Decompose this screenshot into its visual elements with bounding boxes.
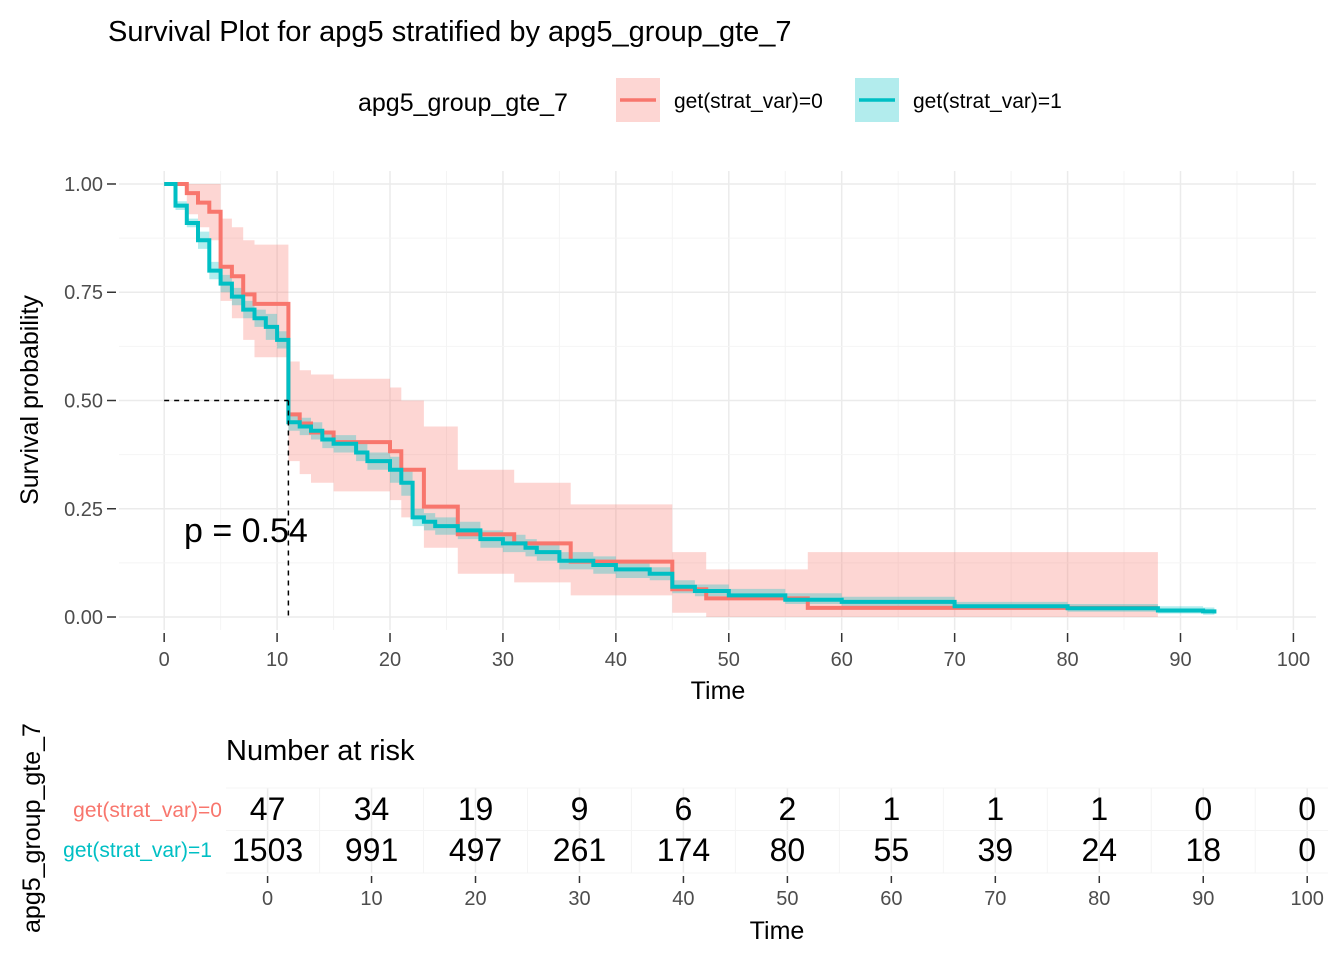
- risk-table-x-label: Time: [750, 917, 805, 945]
- risk-table-x-ticks: 0 10 20 30 40 50 60 70 80 90 100: [262, 876, 1324, 910]
- risk-x-tick-label: 40: [672, 888, 694, 910]
- y-axis-label: Survival probability: [16, 295, 44, 505]
- x-tick-label: 0: [159, 649, 170, 671]
- risk-value: 0: [1194, 791, 1212, 827]
- risk-value: 39: [978, 832, 1014, 868]
- risk-value: 80: [770, 832, 806, 868]
- risk-value: 497: [449, 832, 502, 868]
- risk-row-label-group0: get(strat_var)=0: [73, 799, 222, 822]
- legend-label-group1: get(strat_var)=1: [913, 90, 1062, 113]
- risk-value: 0: [1298, 791, 1316, 827]
- risk-value: 2: [778, 791, 796, 827]
- x-tick-label: 40: [605, 649, 627, 671]
- risk-row-label-group1: get(strat_var)=1: [63, 839, 212, 862]
- x-tick-label: 70: [944, 649, 966, 671]
- risk-value: 1: [1090, 791, 1108, 827]
- y-tick-label: 0.25: [64, 499, 103, 521]
- risk-x-tick-label: 50: [776, 888, 798, 910]
- risk-value: 1: [986, 791, 1004, 827]
- x-tick-label: 30: [492, 649, 514, 671]
- legend: apg5_group_gte_7 get(strat_var)=0 get(st…: [358, 78, 1062, 122]
- survival-curves: [164, 182, 1217, 614]
- risk-table-gridlines: [226, 787, 1328, 874]
- y-axis-ticks: 0.00 0.25 0.50 0.75 1.00: [64, 174, 116, 629]
- legend-title: apg5_group_gte_7: [358, 89, 568, 117]
- risk-value: 55: [874, 832, 910, 868]
- x-tick-label: 100: [1277, 649, 1310, 671]
- x-tick-label: 10: [266, 649, 288, 671]
- risk-value: 1: [882, 791, 900, 827]
- risk-x-tick-label: 60: [880, 888, 902, 910]
- x-tick-label: 50: [718, 649, 740, 671]
- risk-value: 24: [1081, 832, 1117, 868]
- plot-gridlines: [119, 171, 1316, 630]
- median-survival-lines: [164, 399, 290, 618]
- survival-curve-1: [164, 182, 1217, 614]
- risk-x-tick-label: 10: [360, 888, 382, 910]
- risk-value: 991: [345, 832, 398, 868]
- risk-x-tick-label: 100: [1291, 888, 1324, 910]
- x-tick-label: 60: [831, 649, 853, 671]
- risk-x-tick-label: 0: [262, 888, 273, 910]
- risk-value: 34: [354, 791, 390, 827]
- risk-x-tick-label: 20: [464, 888, 486, 910]
- y-tick-label: 0.00: [64, 607, 103, 629]
- risk-table: Number at risk apg5_group_gte_7 get(stra…: [18, 723, 1328, 945]
- risk-value: 18: [1185, 832, 1221, 868]
- legend-label-group0: get(strat_var)=0: [674, 90, 823, 113]
- y-tick-label: 0.50: [64, 391, 103, 413]
- risk-table-y-label: apg5_group_gte_7: [18, 723, 46, 933]
- risk-value: 174: [657, 832, 710, 868]
- risk-x-tick-label: 30: [568, 888, 590, 910]
- risk-value: 19: [458, 791, 494, 827]
- x-tick-label: 20: [379, 649, 401, 671]
- risk-value: 0: [1298, 832, 1316, 868]
- risk-table-values: 47 34 19 9 6 2 1 1 1 0 0 1503 991 497 261 174 80 55 39 24 18…: [232, 791, 1316, 868]
- x-axis-ticks: 0 10 20 30 40 50 60 70 80 90 100: [159, 633, 1310, 671]
- risk-table-title: Number at risk: [226, 735, 415, 767]
- risk-value: 9: [571, 791, 589, 827]
- y-tick-label: 0.75: [64, 282, 103, 304]
- risk-x-tick-label: 70: [984, 888, 1006, 910]
- chart-title: Survival Plot for apg5 stratified by apg…: [108, 16, 792, 48]
- risk-x-tick-label: 80: [1088, 888, 1110, 910]
- p-value-annotation: p = 0.54: [184, 512, 308, 550]
- risk-x-tick-label: 90: [1192, 888, 1214, 910]
- risk-value: 47: [250, 791, 286, 827]
- risk-value: 261: [553, 832, 606, 868]
- risk-value: 1503: [232, 832, 303, 868]
- y-tick-label: 1.00: [64, 174, 103, 196]
- risk-value: 6: [675, 791, 693, 827]
- x-tick-label: 80: [1056, 649, 1078, 671]
- x-axis-label: Time: [691, 677, 746, 705]
- x-tick-label: 90: [1169, 649, 1191, 671]
